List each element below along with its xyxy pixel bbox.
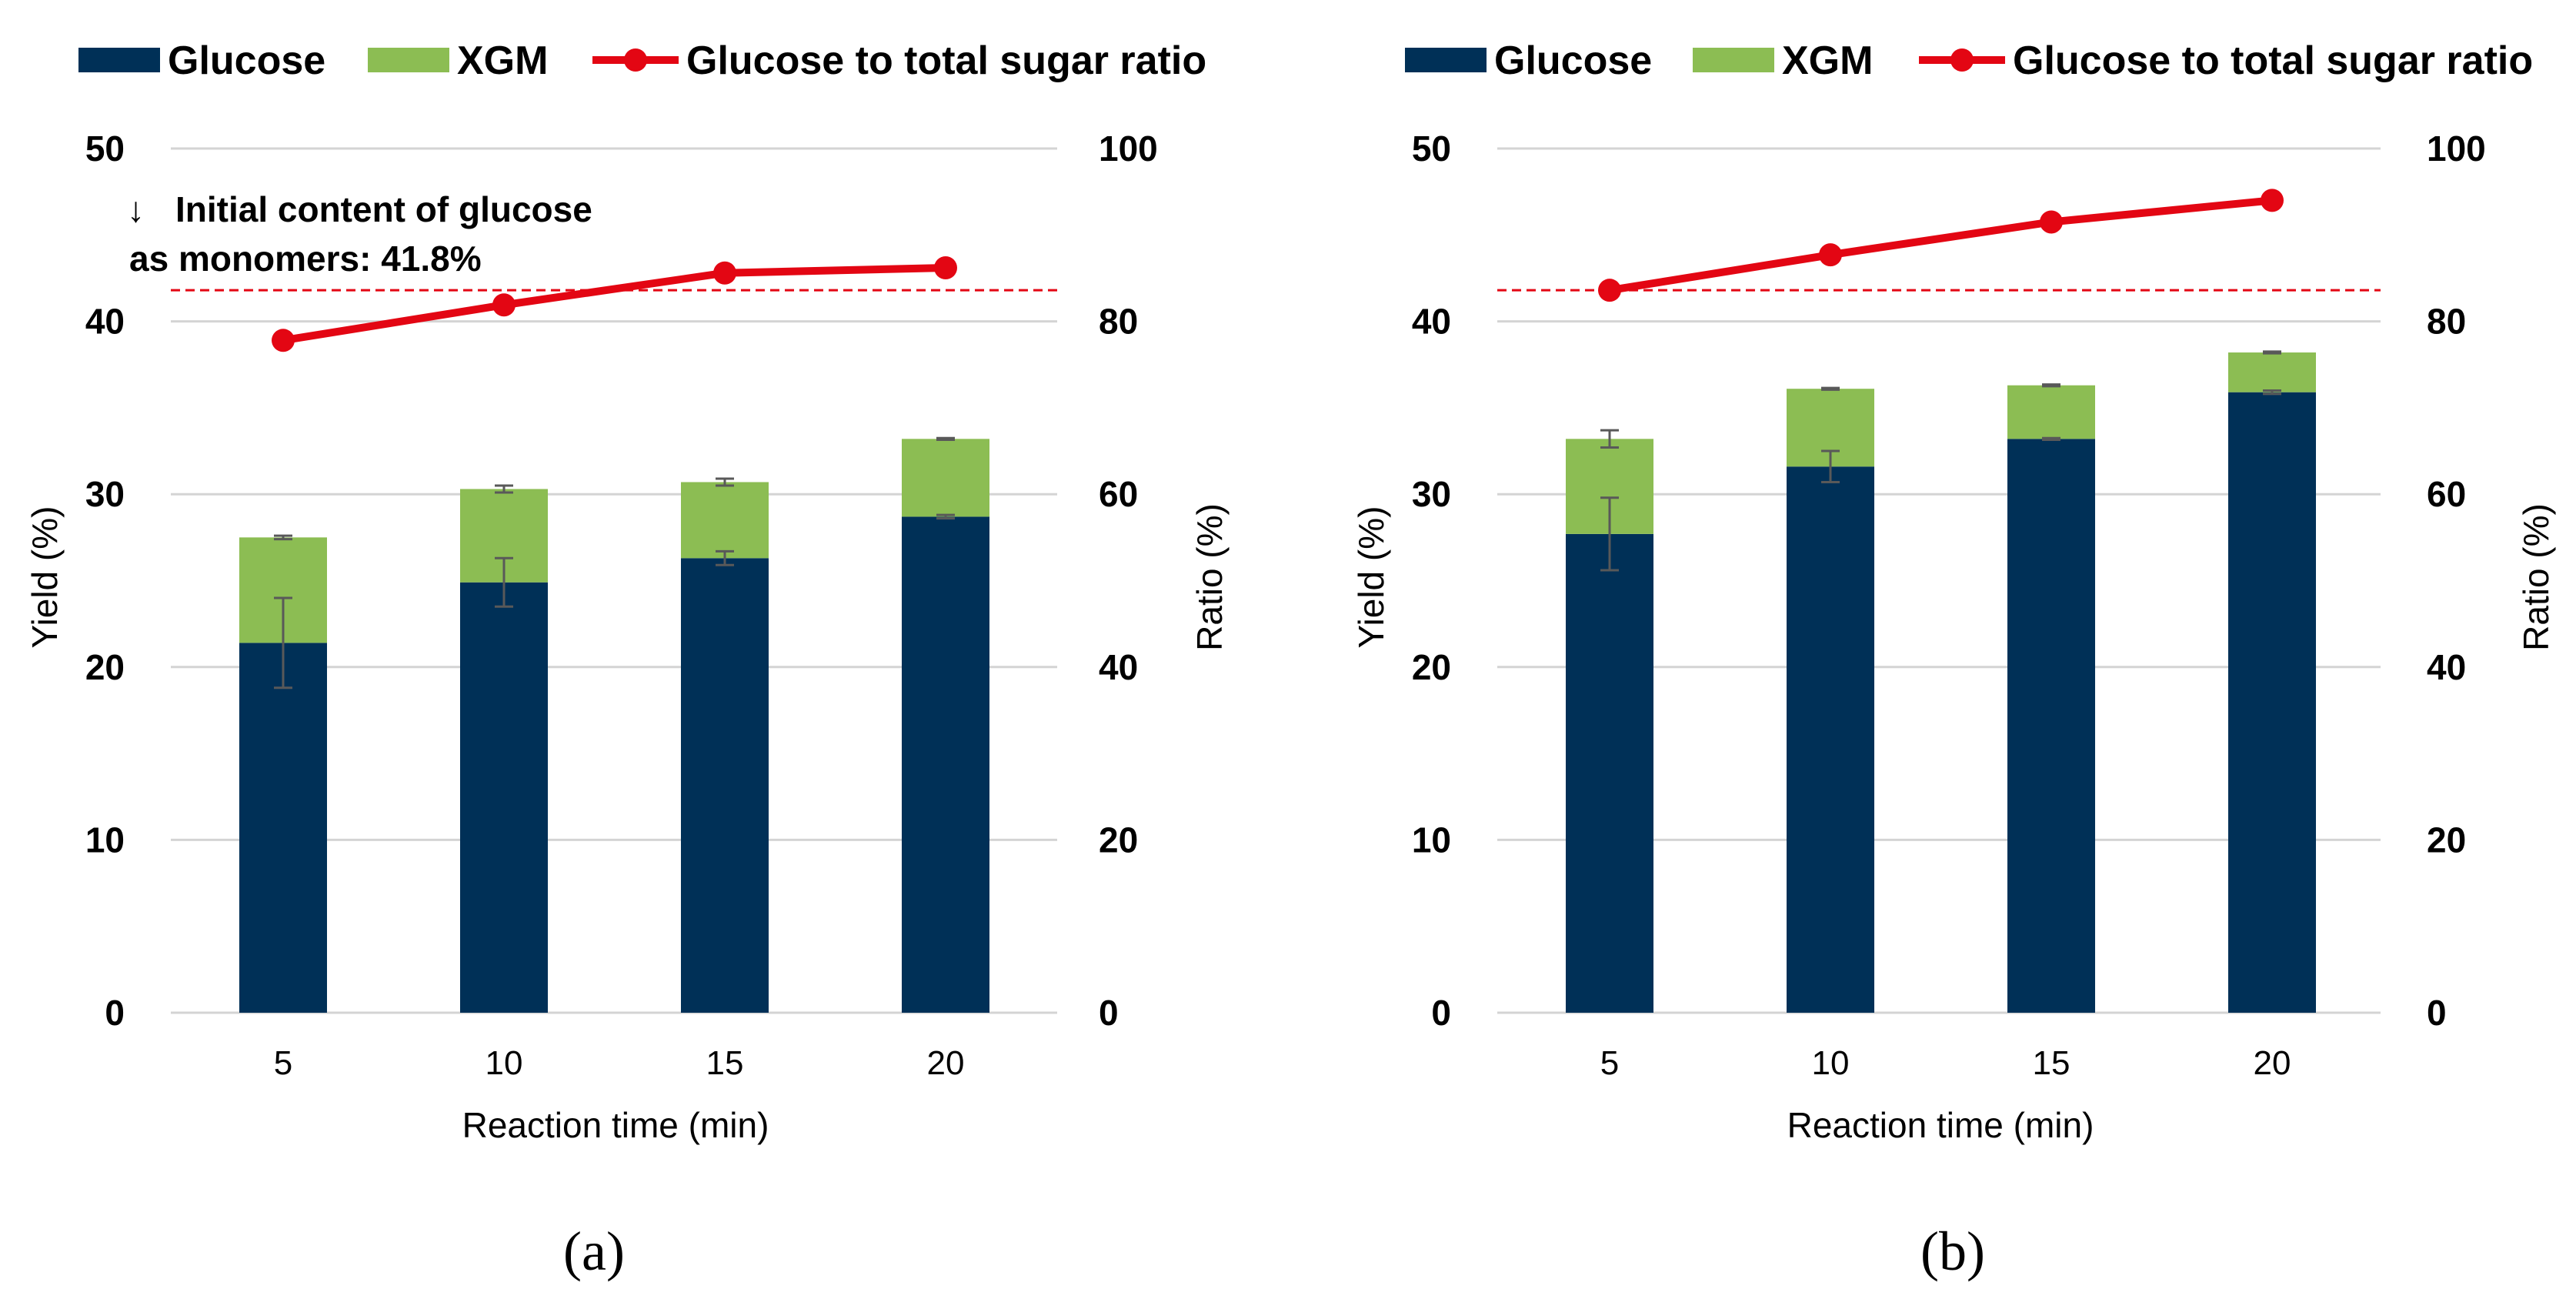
legend-label-glucose: Glucose [1494,38,1652,83]
y-tick-label: 20 [85,647,125,687]
ratio-point [934,255,957,279]
y2-tick-label: 60 [2427,474,2466,514]
ratio-point [2261,189,2284,212]
y-tick-label: 0 [1431,993,1451,1033]
bars [239,439,989,1013]
annotation-arrow: ↓ [127,189,145,229]
ratio-point [492,293,516,317]
legend-marker-ratio [624,48,647,72]
bar-xgm [902,439,989,517]
bar-glucose [460,582,548,1013]
bar-glucose [1787,466,1874,1013]
y-tick-label: 0 [105,993,125,1033]
x-axis-title: Reaction time (min) [1787,1105,2094,1145]
y2-axis-ticks: 0 20 40 60 80 100 [2427,129,2486,1033]
ratio-point [272,329,295,352]
bar-glucose [239,643,327,1013]
x-tick-label: 5 [274,1044,292,1082]
legend-swatch-glucose [78,48,160,72]
bar-xgm [681,482,769,559]
y2-tick-label: 100 [1099,129,1158,169]
legend-label-ratio: Glucose to total sugar ratio [686,38,1206,83]
y-tick-label: 10 [1412,820,1451,860]
chart-panel-a: Glucose XGM Glucose to total sugar ratio… [25,38,1230,1282]
bars [1566,352,2316,1013]
y2-tick-label: 20 [1099,820,1138,860]
panel-label: (b) [1920,1221,1985,1282]
bar-xgm [2007,385,2095,439]
legend-label-ratio: Glucose to total sugar ratio [2013,38,2533,83]
y2-tick-label: 40 [2427,647,2466,687]
ratio-point [2040,210,2063,234]
y2-axis-title: Ratio (%) [1190,503,1230,651]
y-tick-label: 30 [1412,474,1451,514]
x-axis-ticks: 5 10 15 20 [1600,1044,2291,1082]
y2-tick-label: 40 [1099,647,1138,687]
legend-label-xgm: XGM [457,38,548,83]
x-tick-label: 20 [2254,1044,2291,1082]
y2-tick-label: 20 [2427,820,2466,860]
legend-swatch-glucose [1405,48,1487,72]
y-tick-label: 20 [1412,647,1451,687]
x-tick-label: 10 [1812,1044,1850,1082]
y-axis-title: Yield (%) [1351,506,1391,649]
y-tick-label: 40 [85,302,125,342]
y-tick-label: 50 [1412,129,1451,169]
ratio-line [272,255,957,352]
ratio-point [1598,279,1621,302]
bar-glucose [2007,439,2095,1013]
legend: Glucose XGM Glucose to total sugar ratio [1405,38,2533,83]
annotation-line-2: as monomers: 41.8% [129,239,482,279]
bar-glucose [1566,533,1653,1013]
y-axis-ticks: 0 10 20 30 40 50 [85,129,125,1033]
bar-glucose [2228,392,2316,1013]
legend-label-xgm: XGM [1782,38,1873,83]
bar-xgm [2228,352,2316,392]
error-bars [274,436,955,690]
bar-glucose [902,516,989,1013]
y-tick-label: 40 [1412,302,1451,342]
ratio-series-line [1609,196,2273,295]
ratio-line [1598,189,2284,302]
y-tick-label: 10 [85,820,125,860]
legend-swatch-xgm [1693,48,1774,72]
y2-tick-label: 100 [2427,129,2486,169]
ratio-point [1819,243,1842,267]
legend-label-glucose: Glucose [168,38,325,83]
y-tick-label: 30 [85,474,125,514]
x-tick-label: 20 [927,1044,965,1082]
y2-tick-label: 60 [1099,474,1138,514]
annotation-line-1: Initial content of glucose [175,189,592,229]
x-axis-ticks: 5 10 15 20 [274,1044,965,1082]
x-tick-label: 10 [486,1044,523,1082]
ratio-series-line [282,263,946,345]
x-tick-label: 5 [1600,1044,1619,1082]
legend-swatch-xgm [368,48,449,72]
ratio-point [713,261,736,285]
bar-glucose [681,558,769,1013]
legend-marker-ratio [1950,48,1974,72]
annotation: ↓ Initial content of glucose as monomers… [127,189,592,279]
error-bars [1600,350,2281,572]
y2-tick-label: 80 [1099,302,1138,342]
y-axis-title: Yield (%) [25,506,65,649]
x-tick-label: 15 [2033,1044,2070,1082]
x-axis-title: Reaction time (min) [462,1105,769,1145]
panel-label: (a) [563,1221,625,1282]
chart-panel-b: Glucose XGM Glucose to total sugar ratio… [1351,38,2556,1282]
y-axis-ticks: 0 10 20 30 40 50 [1412,129,1451,1033]
y2-tick-label: 80 [2427,302,2466,342]
y2-tick-label: 0 [1099,993,1119,1033]
y2-axis-ticks: 0 20 40 60 80 100 [1099,129,1158,1033]
y2-tick-label: 0 [2427,993,2447,1033]
y-tick-label: 50 [85,129,125,169]
legend: Glucose XGM Glucose to total sugar ratio [78,38,1206,83]
y2-axis-title: Ratio (%) [2516,503,2556,651]
x-tick-label: 15 [706,1044,744,1082]
